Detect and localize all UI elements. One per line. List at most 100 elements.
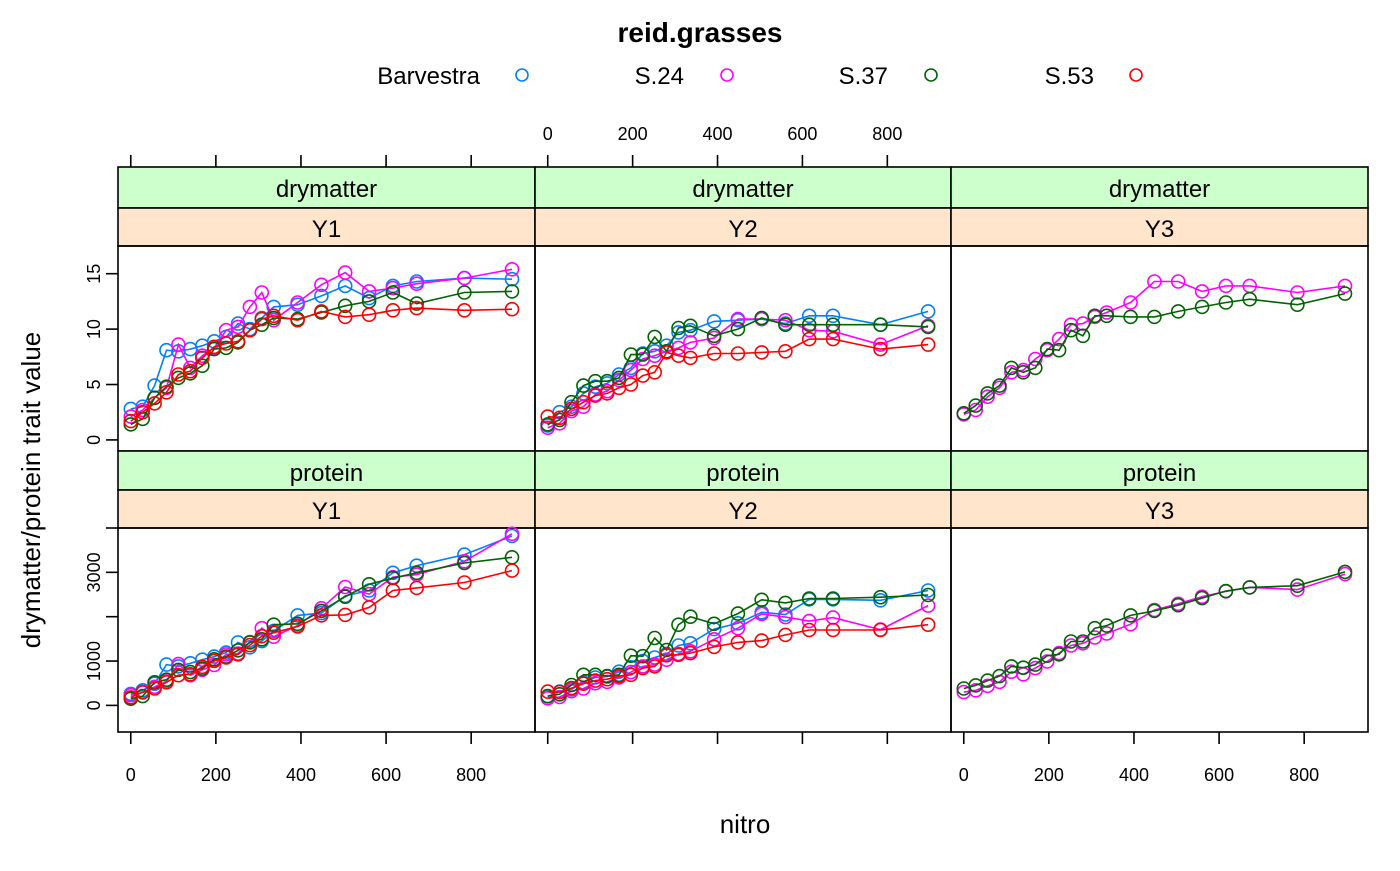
data-point [254, 285, 270, 300]
panel-plot-area [117, 527, 536, 733]
data-point [218, 340, 234, 356]
data-point [1147, 309, 1162, 325]
data-point [920, 304, 936, 319]
data-point [1337, 564, 1353, 580]
legend-label-2: S.37 [839, 63, 888, 90]
data-point [409, 296, 425, 311]
x-tick-label-bottom: 0 [126, 765, 136, 785]
data-point [1170, 304, 1186, 319]
data-point [706, 616, 722, 632]
data-point [385, 302, 401, 318]
data-point [230, 333, 246, 349]
data-point [873, 337, 888, 352]
x-tick-label-bottom: 800 [1289, 765, 1319, 785]
x-tick-label-top: 200 [618, 124, 648, 144]
chart-title: reid.grasses [618, 17, 783, 48]
strip-trait-label: protein [706, 460, 779, 487]
y-tick-label: 3000 [84, 552, 104, 592]
panel-protein-y2: protein Y2 [534, 450, 952, 733]
legend-label-1: S.24 [635, 63, 684, 90]
data-point [242, 322, 258, 338]
strip-year [117, 489, 536, 529]
data-point [623, 347, 639, 362]
data-point [1051, 647, 1067, 662]
data-point [1123, 309, 1138, 325]
series-line-s24 [130, 268, 513, 418]
legend: Barvestra S.24 S.37 S.53 [377, 63, 1143, 90]
data-point [290, 312, 305, 328]
data-point [457, 285, 472, 300]
data-point [992, 378, 1007, 393]
data-point [1242, 580, 1257, 595]
data-point [873, 341, 888, 357]
data-point [1147, 274, 1162, 289]
data-point [504, 261, 520, 277]
data-point [706, 346, 722, 361]
series-line-s37 [547, 317, 929, 426]
strip-trait-label: drymatter [276, 176, 377, 203]
data-point [409, 565, 425, 581]
data-point [873, 317, 888, 333]
data-point [1063, 322, 1079, 338]
strip-year-label: Y3 [1145, 216, 1174, 243]
strip-trait-label: drymatter [692, 176, 793, 203]
data-point [1028, 657, 1043, 672]
data-point [242, 637, 258, 653]
data-point [361, 600, 377, 615]
data-point [1170, 597, 1186, 613]
data-point [576, 667, 591, 683]
data-point [385, 565, 401, 581]
data-point [1123, 608, 1138, 623]
panels: drymatterY1drymatterY2drymatterY3protein… [117, 166, 1369, 733]
data-point [611, 370, 627, 386]
legend-label-3: S.53 [1045, 63, 1094, 90]
data-point [290, 295, 305, 310]
x-tick-label-bottom: 200 [1034, 765, 1064, 785]
x-tick-label-bottom: 400 [1119, 765, 1149, 785]
data-point [980, 386, 995, 401]
data-point [195, 659, 210, 675]
data-point [778, 627, 793, 643]
series-line-s53 [547, 338, 929, 419]
x-axis-label: nitro [720, 809, 771, 839]
data-point [801, 322, 817, 338]
data-point [147, 396, 162, 411]
data-point [754, 592, 770, 608]
data-point [968, 398, 984, 413]
data-point [576, 394, 591, 410]
data-point [147, 681, 162, 696]
data-point [754, 633, 770, 648]
series-line-s37 [963, 571, 1346, 690]
data-point [183, 363, 198, 379]
data-point [825, 622, 841, 638]
x-tick-label-top: 600 [787, 124, 817, 144]
data-point [873, 622, 888, 638]
legend-marker-3 [1129, 68, 1143, 82]
data-point [801, 622, 817, 638]
data-point [920, 583, 936, 598]
data-point [135, 404, 150, 420]
data-point [457, 302, 472, 318]
data-point [1051, 342, 1067, 358]
data-point [873, 589, 888, 605]
data-point [290, 608, 305, 623]
data-point [1123, 295, 1138, 310]
data-point [314, 603, 329, 619]
strip-trait-label: drymatter [1109, 176, 1210, 203]
data-point [754, 606, 770, 622]
data-point [314, 304, 329, 319]
x-tick-label-bottom: 0 [959, 765, 969, 785]
data-point [754, 310, 770, 326]
data-point [754, 345, 770, 360]
data-point [801, 591, 817, 606]
data-point [825, 317, 841, 333]
data-point [1028, 660, 1043, 676]
x-tick-label-bottom: 200 [201, 765, 231, 785]
data-point [1242, 291, 1257, 307]
strip-year-label: Y2 [728, 498, 757, 525]
data-point [1123, 616, 1138, 632]
data-point [801, 317, 817, 333]
data-point [361, 307, 377, 323]
data-point [337, 579, 353, 595]
data-point [1218, 295, 1234, 310]
